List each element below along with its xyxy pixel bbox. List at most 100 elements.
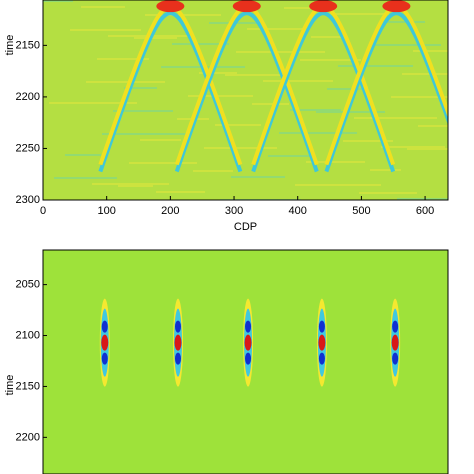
noise [54, 177, 117, 179]
noise [252, 103, 289, 105]
trough [318, 352, 325, 365]
y-tick-label: 2050 [16, 279, 40, 291]
axes-frame [42, 249, 449, 474]
noise [263, 80, 333, 82]
noise [231, 176, 285, 178]
y-tick-label: 2200 [16, 91, 40, 103]
noise [413, 50, 448, 52]
noise [279, 132, 357, 134]
wavelet [243, 298, 254, 387]
hyperbola [251, 0, 396, 173]
y-tick-label: 2100 [16, 329, 40, 341]
noise [295, 184, 381, 186]
plot-area [43, 250, 448, 474]
noise [381, 146, 445, 148]
y-tick-label: 2300 [16, 194, 40, 206]
apex [232, 0, 261, 13]
noise [215, 124, 261, 126]
noise [306, 161, 365, 163]
x-tick-label: 500 [352, 205, 370, 217]
noise [247, 28, 309, 30]
peak [101, 334, 109, 351]
noise [354, 117, 437, 119]
noise [391, 96, 448, 98]
noise [140, 139, 181, 141]
trough [318, 320, 325, 333]
y-tick-label: 2200 [16, 431, 40, 443]
noise [397, 198, 448, 200]
noise [97, 58, 149, 60]
noise [92, 183, 169, 185]
wavelet [173, 298, 183, 387]
noise [370, 169, 401, 171]
noise [129, 162, 197, 164]
noise [316, 111, 385, 113]
x-tick-label: 100 [97, 205, 115, 217]
wavelet [390, 298, 401, 387]
y-axis-label: time [4, 375, 16, 396]
noise [172, 43, 229, 45]
trough [175, 320, 181, 333]
peak [174, 334, 182, 351]
noise [375, 44, 441, 46]
noise [418, 125, 448, 127]
plot-area [43, 0, 448, 200]
x-tick-label: 300 [225, 205, 243, 217]
y-axis-label: time [4, 35, 16, 56]
trough [245, 320, 252, 333]
peak [391, 334, 399, 351]
noise [156, 191, 205, 193]
trough [245, 352, 252, 365]
noise [124, 87, 157, 89]
noise [311, 36, 345, 38]
trough [101, 352, 108, 365]
noise [343, 140, 393, 142]
noise [236, 51, 325, 53]
x-tick-label: 400 [289, 205, 307, 217]
trough [392, 352, 399, 365]
noise [188, 95, 253, 97]
hyperbola [174, 0, 319, 173]
wavelet [99, 298, 110, 387]
hyperbola-trough [251, 11, 396, 173]
x-tick-label: 200 [161, 205, 179, 217]
apex [382, 0, 411, 13]
noise [70, 29, 141, 31]
noise [43, 0, 73, 2]
noise [204, 147, 277, 149]
noise [359, 192, 417, 194]
noise [268, 155, 313, 157]
noise [290, 109, 341, 111]
noise [225, 74, 281, 76]
x-tick-label: 600 [416, 205, 434, 217]
peak [318, 334, 326, 351]
noise [199, 72, 237, 74]
noise [65, 154, 101, 156]
y-tick-label: 2250 [16, 142, 40, 154]
noise [86, 81, 165, 83]
hyperbola [324, 0, 448, 173]
hyperbola-trough [174, 11, 319, 173]
trough [175, 352, 181, 365]
noise [102, 133, 189, 135]
panel: 2050 2100 2150 2200 time [4, 249, 449, 474]
apex [156, 0, 185, 13]
hyperbola-trough [98, 11, 243, 173]
apex [309, 0, 338, 13]
y-tick-label: 2150 [16, 380, 40, 392]
trough [101, 320, 108, 333]
noise [118, 185, 153, 187]
noise [402, 73, 448, 75]
hyperbola-trough [324, 11, 448, 173]
trough [392, 320, 399, 333]
noise [407, 148, 448, 150]
noise [322, 13, 389, 15]
noise [327, 88, 369, 90]
noise [49, 102, 137, 104]
y-tick-label: 2150 [16, 39, 40, 51]
axes-frame [42, 0, 449, 201]
noise [300, 59, 361, 61]
x-axis-label: CDP [234, 221, 257, 233]
